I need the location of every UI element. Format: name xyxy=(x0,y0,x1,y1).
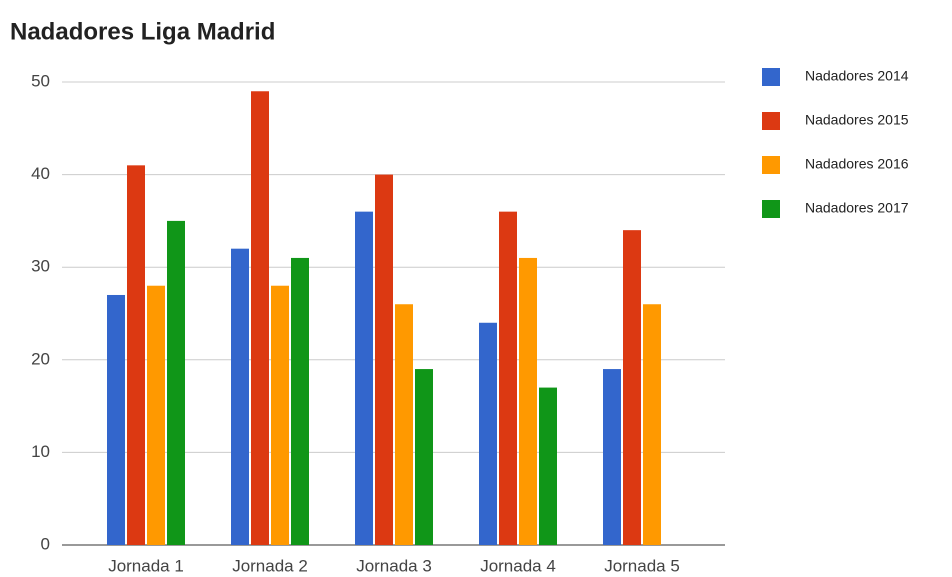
chart-title: Nadadores Liga Madrid xyxy=(10,18,275,45)
x-tick-label: Jornada 2 xyxy=(232,556,308,575)
bar xyxy=(251,91,269,545)
bar xyxy=(623,230,641,545)
x-tick-label: Jornada 3 xyxy=(356,556,432,575)
bar xyxy=(519,257,537,545)
y-tick-label: 0 xyxy=(41,534,50,553)
legend-label: Nadadores 2017 xyxy=(805,200,909,216)
legend-label: Nadadores 2015 xyxy=(805,112,909,128)
legend-swatch xyxy=(762,68,780,86)
y-tick-label: 50 xyxy=(31,71,50,90)
legend-swatch xyxy=(762,156,780,174)
bar xyxy=(603,369,621,545)
bar xyxy=(127,165,145,545)
x-tick-label: Jornada 4 xyxy=(480,556,556,575)
legend-swatch xyxy=(762,200,780,218)
x-tick-label: Jornada 1 xyxy=(108,556,184,575)
bar xyxy=(415,369,433,545)
y-tick-label: 30 xyxy=(31,257,50,276)
bar xyxy=(395,304,413,545)
bar xyxy=(479,322,497,545)
bar xyxy=(499,211,517,545)
bar xyxy=(375,174,393,545)
bar xyxy=(107,294,125,545)
bar xyxy=(271,285,289,545)
legend-swatch xyxy=(762,112,780,130)
bar xyxy=(147,285,165,545)
y-tick-label: 20 xyxy=(31,349,50,368)
y-tick-label: 10 xyxy=(31,442,50,461)
legend-label: Nadadores 2014 xyxy=(805,68,909,84)
bar xyxy=(231,248,249,545)
bar xyxy=(355,211,373,545)
legend-label: Nadadores 2016 xyxy=(805,156,909,172)
x-tick-label: Jornada 5 xyxy=(604,556,680,575)
bar xyxy=(643,304,661,545)
y-tick-label: 40 xyxy=(31,164,50,183)
bar xyxy=(167,220,185,545)
bar xyxy=(539,387,557,545)
bar xyxy=(291,257,309,545)
